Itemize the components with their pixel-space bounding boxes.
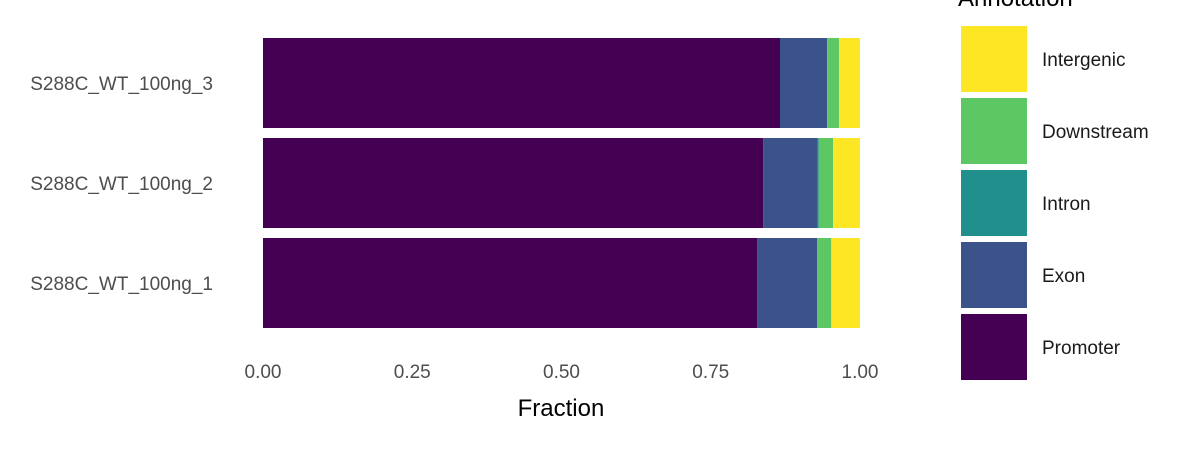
x-tick-label: 0.00 xyxy=(245,362,282,383)
legend-key-promoter xyxy=(961,314,1027,380)
bar-segment-exon-1 xyxy=(780,38,828,128)
bars-group xyxy=(263,38,860,328)
y-axis-category-labels: S288C_WT_100ng_3 S288C_WT_100ng_2 S288C_WT… xyxy=(30,74,213,295)
x-axis-title: Fraction xyxy=(518,395,605,422)
y-category-label: S288C_WT_100ng_2 xyxy=(30,174,213,195)
legend-key-downstream xyxy=(961,98,1027,164)
bar-segment-downstream-1 xyxy=(827,38,840,128)
bar-segment-promoter-2 xyxy=(263,138,764,228)
legend-key-intergenic xyxy=(961,26,1027,92)
bar-segment-exon-2 xyxy=(763,138,818,228)
legend-label-exon: Exon xyxy=(1042,266,1085,287)
legend-key-exon xyxy=(961,242,1027,308)
legend-items: Intergenic Downstream Intron Exon Promoter xyxy=(961,26,1149,380)
legend: Annotation Intergenic Downstream Intron Exo… xyxy=(958,0,1149,380)
y-category-label: S288C_WT_100ng_1 xyxy=(30,274,213,295)
legend-key-intron xyxy=(961,170,1027,236)
x-tick-label: 0.25 xyxy=(394,362,431,383)
bar-segment-intergenic-2 xyxy=(833,138,860,228)
legend-label-downstream: Downstream xyxy=(1042,122,1149,143)
bar-segment-downstream-3 xyxy=(817,238,832,328)
x-tick-label: 0.75 xyxy=(692,362,729,383)
bar-segment-downstream-2 xyxy=(818,138,834,228)
x-tick-label: 0.50 xyxy=(543,362,580,383)
x-tick-label: 1.00 xyxy=(842,362,879,383)
legend-label-promoter: Promoter xyxy=(1042,338,1121,359)
bar-segment-promoter-3 xyxy=(263,238,758,328)
bar-segment-promoter-1 xyxy=(263,38,781,128)
legend-label-intergenic: Intergenic xyxy=(1042,50,1125,71)
legend-title: Annotation xyxy=(958,0,1073,12)
bar-segment-intergenic-1 xyxy=(839,38,860,128)
y-category-label: S288C_WT_100ng_3 xyxy=(30,74,213,95)
x-axis-tick-labels: 0.00 0.25 0.50 0.75 1.00 xyxy=(245,362,879,383)
bar-segment-intron-2 xyxy=(817,138,819,228)
legend-label-intron: Intron xyxy=(1042,194,1091,215)
bar-segment-intergenic-3 xyxy=(831,238,860,328)
bar-segment-exon-3 xyxy=(757,238,818,328)
